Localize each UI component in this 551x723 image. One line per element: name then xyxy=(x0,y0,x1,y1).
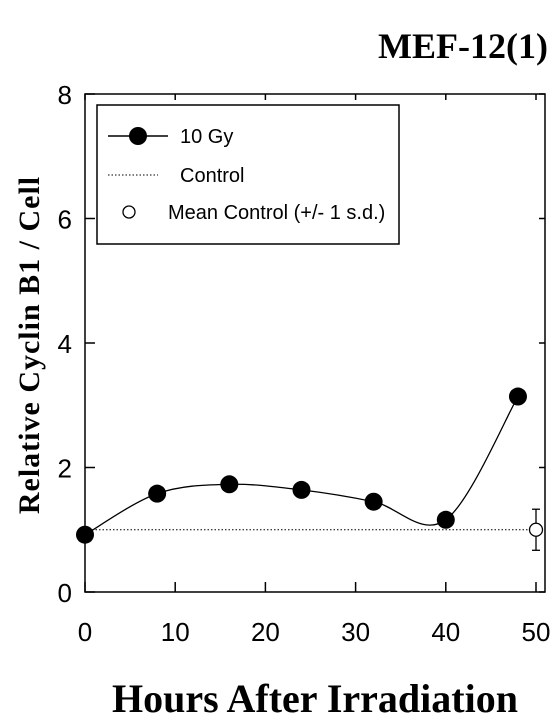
legend-10gy-marker xyxy=(129,127,147,145)
y-tick-label: 8 xyxy=(58,80,72,110)
x-tick-label: 10 xyxy=(161,617,190,647)
y-tick-label: 6 xyxy=(58,205,72,235)
x-tick-label: 50 xyxy=(522,617,551,647)
x-tick-label: 40 xyxy=(431,617,460,647)
axis-ticks xyxy=(84,93,545,593)
series-10gy-line xyxy=(84,396,519,536)
y-axis-label: Relative Cyclin B1 / Cell xyxy=(13,176,46,514)
legend-mean-control-marker xyxy=(122,205,136,219)
series-10gy-point xyxy=(436,510,455,529)
series-10gy-point xyxy=(148,484,167,503)
y-tick-label: 2 xyxy=(58,454,72,484)
legend-control-label: Control xyxy=(180,165,244,187)
axis-tick-labels: 0 2 4 6 8 0 10 20 30 40 50 xyxy=(58,80,551,647)
legend-10gy-label: 10 Gy xyxy=(180,126,233,148)
x-tick-label: 20 xyxy=(251,617,280,647)
y-tick-label: 0 xyxy=(58,578,72,608)
series-10gy-point xyxy=(76,525,94,544)
series-layer xyxy=(76,387,544,551)
series-10gy-point xyxy=(292,480,311,499)
y-tick-label: 4 xyxy=(58,329,72,359)
mean-control-point xyxy=(528,522,544,537)
chart-title: MEF-12(1) xyxy=(378,26,548,66)
series-10gy-point xyxy=(220,475,239,494)
series-10gy-point xyxy=(508,387,527,406)
legend-mean-control-label: Mean Control (+/- 1 s.d.) xyxy=(168,202,385,224)
legend: 10 Gy Control Mean Control (+/- 1 s.d.) xyxy=(96,104,400,245)
x-tick-label: 0 xyxy=(78,617,92,647)
x-tick-label: 30 xyxy=(341,617,370,647)
series-10gy-point xyxy=(364,492,383,511)
x-axis-label: Hours After Irradiation xyxy=(112,676,518,721)
